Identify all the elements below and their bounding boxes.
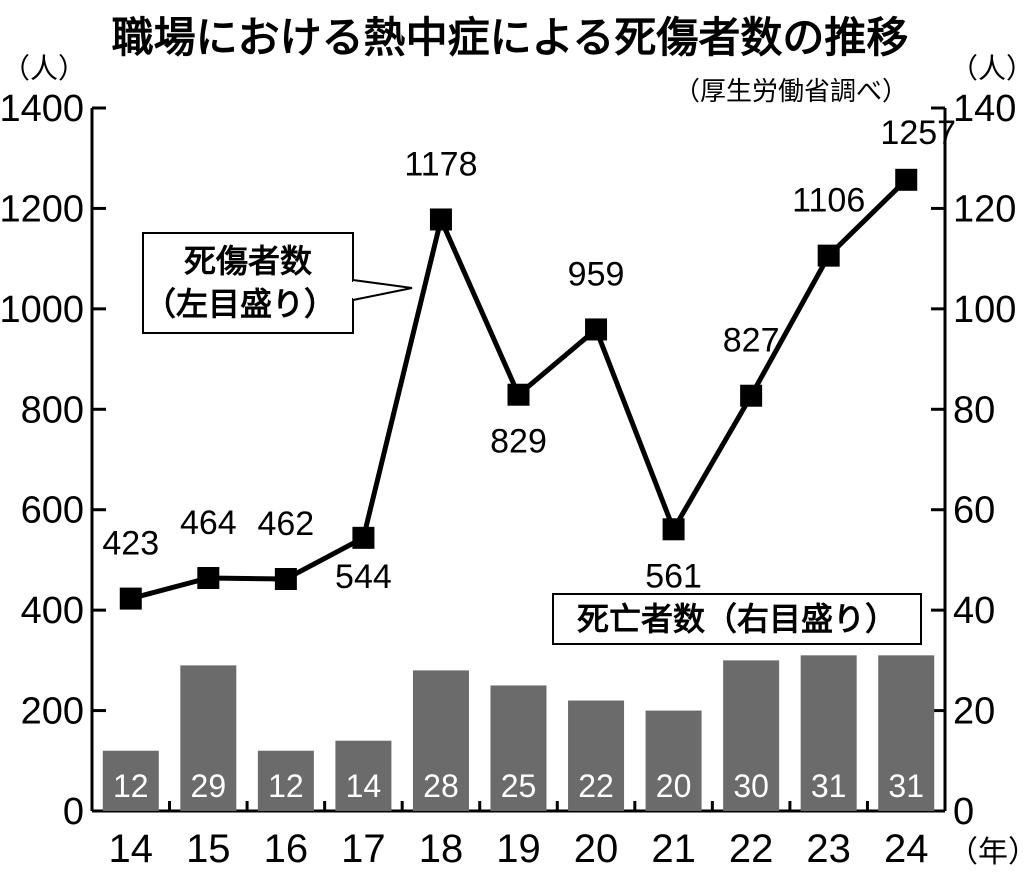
left-tick-label: 200 [21,691,84,733]
death-bar [412,670,469,811]
death-bar-label: 31 [811,768,847,804]
death-bar [102,750,159,811]
death-bar-label: 31 [888,768,924,804]
x-tick-label: 21 [651,827,696,871]
x-axis-unit: （年） [948,835,1024,870]
casualties-legend: 死傷者数 （左目盛り） [142,232,413,334]
right-tick-label: 140 [953,88,1016,130]
death-bar [335,740,392,811]
death-bar-label: 14 [346,768,382,804]
casualty-point [429,208,452,231]
death-bar [878,655,935,811]
death-bar [257,750,314,811]
x-tick-label: 15 [186,827,231,871]
x-tick-label: 24 [884,827,929,871]
x-tick-label: 18 [419,827,464,871]
casualty-point [895,168,918,191]
death-bar-label: 29 [191,768,227,804]
x-tick-label: 19 [496,827,541,871]
x-tick-label: 16 [264,827,309,871]
casualty-value-label: 544 [335,558,392,596]
death-bar-label: 12 [113,768,149,804]
death-bars: 12 29 12 14 28 25 22 20 30 31 31 [102,655,935,811]
casualty-line: 423 464 462 544 1178 829 959 561 827 1106 1257 [102,114,956,610]
deaths-legend-label: 死亡者数（右目盛り） [577,600,897,638]
casualty-value-label: 1106 [792,182,865,220]
death-bar-label: 30 [733,768,769,804]
chart-title: 職場における熱中症による死傷者数の推移 [112,13,909,62]
casualty-point [507,383,530,406]
x-tick-label: 17 [341,827,386,871]
casualty-value-label: 1178 [404,145,477,183]
death-bar-label: 12 [268,768,304,804]
death-bar [568,700,625,811]
left-tick-label: 400 [21,590,84,632]
casualty-point [817,244,840,267]
casualties-legend-line1: 死傷者数 [184,242,313,280]
left-tick-label: 0 [63,791,84,833]
casualty-point [119,587,142,610]
death-bar [490,685,547,811]
death-bar-label: 28 [423,768,459,804]
right-axis-unit: （人） [950,52,1024,85]
casualty-value-label: 959 [568,255,625,293]
right-tick-label: 40 [953,590,995,632]
left-tick-label: 600 [21,490,84,532]
right-tick-label: 120 [953,188,1016,230]
casualty-point [662,518,685,541]
casualties-legend-pointer [352,279,413,301]
x-tick-label: 14 [109,827,154,871]
casualty-value-label: 561 [645,557,702,595]
casualty-value-label: 827 [723,322,780,360]
right-tick-label: 60 [953,490,995,532]
casualty-value-label: 462 [257,505,314,543]
left-tick-label: 1200 [0,188,84,230]
death-bar [645,710,702,811]
right-tick-label: 100 [953,289,1016,331]
left-tick-label: 1400 [0,88,84,130]
x-tick-label: 22 [729,827,774,871]
casualty-value-label: 829 [490,423,547,461]
right-tick-label: 20 [953,691,995,733]
death-bar [800,655,857,811]
left-axis-unit: （人） [2,52,86,85]
death-bar-label: 20 [656,768,692,804]
x-tick-label: 23 [806,827,851,871]
casualty-value-label: 464 [180,504,237,542]
casualty-point [585,318,608,341]
casualties-legend-line2: （左目盛り） [144,285,336,323]
casualty-point [740,384,763,407]
casualty-value-label: 423 [102,525,159,563]
casualty-point [352,526,375,549]
casualty-value-label: 1257 [880,114,956,152]
right-tick-label: 80 [953,389,995,431]
death-bar [180,665,237,811]
axes: 0 200 400 600 800 1000 1200 1400 0 20 40 60 80 100 120… [0,88,1016,871]
deaths-legend: 死亡者数（右目盛り） [552,593,922,645]
left-tick-label: 1000 [0,289,84,331]
death-bar-label: 25 [501,768,537,804]
source-note: （厚生労働省調べ） [674,77,908,107]
casualties-legend-box [142,232,354,334]
right-tick-label: 0 [953,791,974,833]
death-bar [723,660,780,811]
casualty-point [274,568,297,591]
casualty-point [197,567,220,590]
left-tick-label: 800 [21,389,84,431]
death-bar-label: 22 [578,768,614,804]
deaths-legend-box [552,593,922,645]
x-tick-label: 20 [574,827,619,871]
